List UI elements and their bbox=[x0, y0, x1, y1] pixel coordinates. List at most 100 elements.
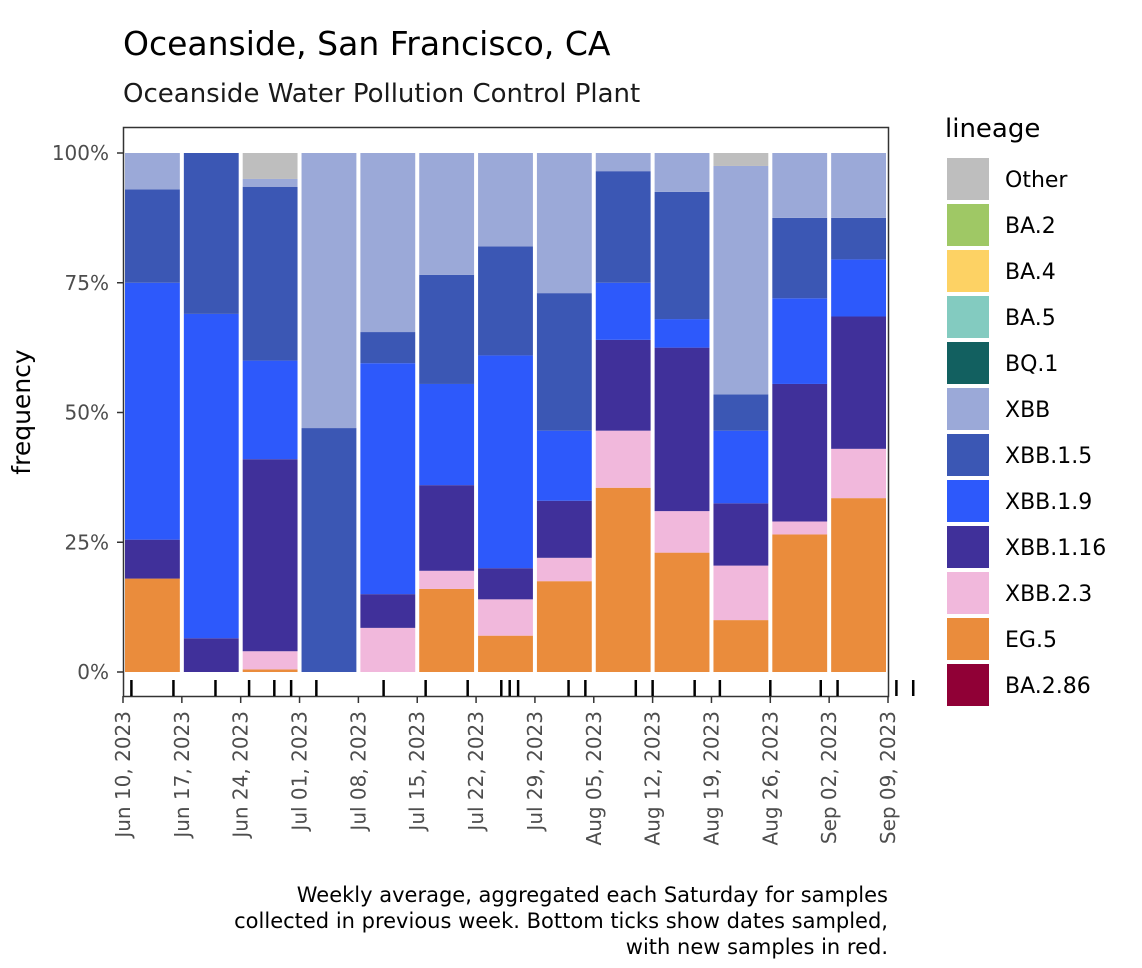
y-tick-label: 75% bbox=[65, 271, 109, 295]
bar-segment-aug-26-2023-xbb-1-5 bbox=[772, 217, 828, 299]
bar-segment-jul-01-2023-xbb-1-5 bbox=[301, 428, 357, 672]
bar-segment-aug-12-2023-xbb bbox=[654, 153, 710, 192]
bar-segment-jul-15-2023-xbb-2-3 bbox=[419, 570, 475, 589]
bar-segment-jul-29-2023-xbb-2-3 bbox=[536, 557, 592, 582]
y-tick-label: 0% bbox=[77, 660, 109, 684]
caption-line-2: collected in previous week. Bottom ticks… bbox=[234, 909, 888, 933]
bar-segment-aug-05-2023-xbb-2-3 bbox=[595, 430, 651, 488]
bar-segment-aug-26-2023-xbb-1-9 bbox=[772, 298, 828, 384]
legend-swatch-other bbox=[947, 158, 989, 200]
x-tick-label: Jun 24, 2023 bbox=[229, 711, 253, 840]
x-tick-label: Jun 17, 2023 bbox=[170, 711, 194, 840]
caption-line-3: with new samples in red. bbox=[626, 935, 888, 959]
bar-segment-aug-19-2023-xbb-1-16 bbox=[713, 503, 769, 566]
bar-segment-jun-24-2023-xbb-2-3 bbox=[242, 651, 298, 670]
bar-segment-jun-24-2023-xbb bbox=[242, 178, 298, 187]
bar-segment-jul-08-2023-xbb bbox=[360, 153, 416, 333]
legend-swatch-ba-2 bbox=[947, 204, 989, 246]
bar-segment-aug-12-2023-xbb-1-16 bbox=[654, 347, 710, 512]
x-tick-label: Jul 22, 2023 bbox=[464, 711, 488, 833]
y-axis-label: frequency bbox=[7, 349, 36, 475]
bar-segment-aug-12-2023-eg-5 bbox=[654, 552, 710, 672]
x-tick-label: Jul 15, 2023 bbox=[405, 711, 429, 833]
bar-segment-jul-22-2023-xbb-2-3 bbox=[478, 599, 533, 636]
bar-segment-jul-15-2023-xbb-1-5 bbox=[419, 274, 475, 384]
legend-label-xbb-1-16: XBB.1.16 bbox=[1005, 536, 1106, 561]
x-tick-label: Aug 12, 2023 bbox=[641, 711, 665, 845]
bar-segment-aug-19-2023-eg-5 bbox=[713, 620, 769, 672]
x-tick-label: Sep 09, 2023 bbox=[876, 711, 900, 844]
legend-label-other: Other bbox=[1005, 168, 1068, 193]
bar-segment-aug-26-2023-eg-5 bbox=[772, 534, 828, 672]
caption-line-1: Weekly average, aggregated each Saturday… bbox=[297, 883, 888, 907]
bar-segment-aug-19-2023-xbb-1-5 bbox=[713, 394, 769, 431]
bar-segment-aug-12-2023-xbb-1-9 bbox=[654, 319, 710, 348]
legend: lineage Other BA.2 BA.4 BA.5 BQ.1 XBB XBB.1.5 X… bbox=[945, 114, 1106, 706]
legend-label-bq-1: BQ.1 bbox=[1005, 352, 1058, 377]
bar-segment-aug-05-2023-xbb-1-16 bbox=[595, 339, 651, 431]
bar-segment-jun-24-2023-xbb-1-5 bbox=[242, 186, 298, 361]
bar-segment-aug-05-2023-eg-5 bbox=[595, 487, 651, 672]
caption: Weekly average, aggregated each Saturday… bbox=[234, 883, 888, 959]
bar-segment-jun-24-2023-xbb-1-9 bbox=[242, 360, 298, 460]
legend-title: lineage bbox=[945, 114, 1040, 144]
bar-segment-sep-02-2023-xbb bbox=[831, 153, 886, 218]
bar-segment-jul-22-2023-xbb-1-9 bbox=[478, 355, 533, 569]
bar-segment-aug-19-2023-xbb bbox=[713, 165, 769, 395]
bar-segment-jul-01-2023-xbb bbox=[301, 153, 357, 429]
bar-segment-sep-02-2023-xbb-1-16 bbox=[831, 316, 886, 449]
bar-segment-jul-22-2023-eg-5 bbox=[478, 635, 533, 672]
x-tick-label: Sep 02, 2023 bbox=[817, 711, 841, 844]
legend-swatch-xbb-1-5 bbox=[947, 434, 989, 476]
bar-segment-jul-15-2023-eg-5 bbox=[419, 588, 475, 672]
bar-segment-aug-26-2023-xbb-1-16 bbox=[772, 383, 828, 522]
x-tick-label: Aug 26, 2023 bbox=[758, 711, 782, 845]
legend-label-ba-2-86: BA.2.86 bbox=[1005, 674, 1091, 699]
legend-label-xbb-1-5: XBB.1.5 bbox=[1005, 444, 1092, 469]
x-tick-label: Jul 01, 2023 bbox=[288, 711, 312, 833]
bar-segment-jul-22-2023-xbb-1-16 bbox=[478, 568, 533, 600]
bar-segment-jul-08-2023-xbb-1-5 bbox=[360, 332, 416, 364]
chart-subtitle: Oceanside Water Pollution Control Plant bbox=[123, 79, 640, 109]
x-tick-label: Jul 29, 2023 bbox=[523, 711, 547, 833]
legend-swatch-ba-4 bbox=[947, 250, 989, 292]
legend-label-ba-4: BA.4 bbox=[1005, 260, 1056, 285]
bar-segment-jul-08-2023-xbb-1-9 bbox=[360, 363, 416, 595]
legend-swatch-bq-1 bbox=[947, 342, 989, 384]
x-axis: Jun 10, 2023 Jun 17, 2023 Jun 24, 2023 Jul … bbox=[111, 696, 900, 845]
legend-swatch-xbb bbox=[947, 388, 989, 430]
bar-segment-jul-29-2023-xbb-1-9 bbox=[536, 430, 592, 501]
bar-segment-jun-10-2023-xbb bbox=[125, 153, 180, 190]
bar-segment-jun-17-2023-xbb-1-16 bbox=[183, 638, 239, 672]
legend-label-ba-5: BA.5 bbox=[1005, 306, 1056, 331]
legend-swatch-ba-5 bbox=[947, 296, 989, 338]
bar-segment-jul-15-2023-xbb-1-9 bbox=[419, 383, 475, 486]
bar-segment-jun-24-2023-other bbox=[242, 153, 298, 179]
bar-segment-jul-29-2023-xbb bbox=[536, 153, 592, 294]
bar-segment-jul-08-2023-xbb-1-16 bbox=[360, 594, 416, 628]
legend-label-ba-2: BA.2 bbox=[1005, 214, 1056, 239]
bar-segment-jun-10-2023-xbb-1-5 bbox=[125, 189, 180, 283]
legend-label-xbb: XBB bbox=[1005, 398, 1050, 423]
legend-swatch-xbb-1-9 bbox=[947, 480, 989, 522]
bar-segment-jul-29-2023-xbb-1-5 bbox=[536, 293, 592, 431]
bar-segment-aug-26-2023-xbb-2-3 bbox=[772, 521, 828, 535]
bar-segment-jul-22-2023-xbb-1-5 bbox=[478, 246, 533, 356]
bar-segment-aug-12-2023-xbb-1-5 bbox=[654, 191, 710, 320]
chart-title: Oceanside, San Francisco, CA bbox=[123, 24, 611, 63]
legend-swatch-xbb-2-3 bbox=[947, 572, 989, 614]
bar-segment-jun-24-2023-eg-5 bbox=[242, 669, 298, 672]
bar-segment-aug-26-2023-xbb bbox=[772, 153, 828, 218]
bar-segment-jun-10-2023-xbb-1-16 bbox=[125, 539, 180, 579]
bar-segment-jul-29-2023-xbb-1-16 bbox=[536, 500, 592, 558]
x-tick-label: Jul 08, 2023 bbox=[346, 711, 370, 833]
bar-segment-aug-19-2023-xbb-1-9 bbox=[713, 430, 769, 504]
y-axis: 0% 25% 50% 75% 100% bbox=[52, 141, 123, 684]
bar-segment-jun-17-2023-xbb-1-9 bbox=[183, 313, 239, 639]
bar-segment-jul-22-2023-xbb bbox=[478, 153, 533, 247]
bar-segment-aug-05-2023-xbb-1-5 bbox=[595, 171, 651, 283]
x-tick-label: Aug 19, 2023 bbox=[699, 711, 723, 845]
bar-segment-aug-19-2023-other bbox=[713, 153, 769, 166]
bar-segment-jul-29-2023-eg-5 bbox=[536, 581, 592, 672]
bar-segment-aug-12-2023-xbb-2-3 bbox=[654, 511, 710, 553]
